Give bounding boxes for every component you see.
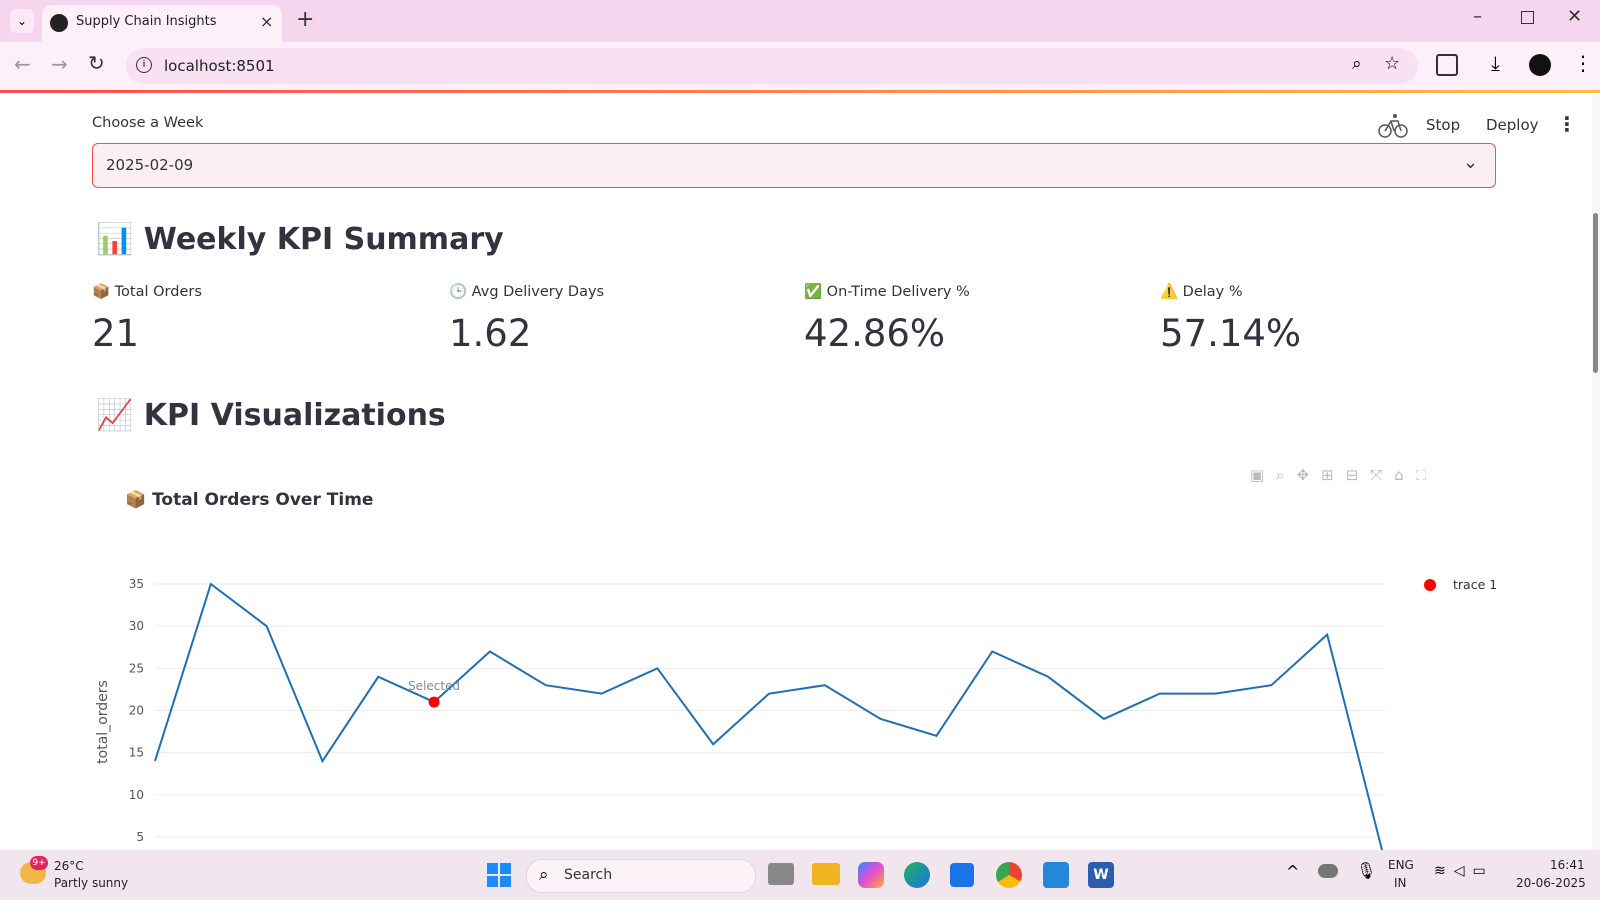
back[interactable]: ← bbox=[14, 52, 31, 76]
windows-logo bbox=[487, 863, 511, 887]
minimize[interactable]: – bbox=[1473, 6, 1482, 27]
clock-time[interactable]: 16:41 bbox=[1550, 858, 1585, 872]
task-view[interactable] bbox=[768, 863, 794, 885]
forward[interactable]: → bbox=[51, 52, 68, 76]
weather-badge: 9+ bbox=[30, 856, 48, 870]
site-info[interactable]: i bbox=[136, 57, 152, 73]
y-tick-label: 30 bbox=[129, 619, 144, 633]
metric-value: 57.14% bbox=[1160, 312, 1302, 355]
tab-title: Supply Chain Insights bbox=[76, 14, 217, 29]
metric-value: 42.86% bbox=[804, 312, 946, 355]
downloads[interactable]: ⤓ bbox=[1491, 51, 1500, 75]
search-text: Search bbox=[564, 867, 613, 883]
clock-date[interactable]: 20-06-2025 bbox=[1516, 876, 1586, 890]
tab-close[interactable]: × bbox=[260, 12, 274, 31]
stop-button[interactable]: Stop bbox=[1426, 116, 1461, 134]
start-button[interactable] bbox=[487, 863, 511, 887]
region[interactable]: IN bbox=[1394, 876, 1407, 890]
select-arrow: ⌄ bbox=[1463, 152, 1479, 173]
scrollbar[interactable] bbox=[1592, 95, 1600, 850]
y-tick-label: 5 bbox=[136, 830, 144, 844]
select-value: 2025-02-09 bbox=[106, 156, 194, 174]
lang[interactable]: ENG bbox=[1388, 858, 1414, 872]
metric-label: 🕒 Avg Delivery Days bbox=[449, 284, 605, 300]
mic[interactable]: 🎙 bbox=[1356, 861, 1377, 880]
plot-modebar[interactable]: ▣⌕✥⊞⊟⤧⌂⛶ bbox=[1250, 466, 1439, 484]
reload[interactable]: ↻ bbox=[88, 51, 105, 75]
line bbox=[154, 582, 1384, 850]
metric-label: 📦 Total Orders bbox=[92, 284, 202, 300]
annotation: Selected bbox=[408, 679, 460, 693]
scroll-thumb[interactable] bbox=[1593, 213, 1598, 373]
metric-value: 21 bbox=[92, 312, 140, 355]
legend-label: trace 1 bbox=[1453, 577, 1497, 592]
new-tab[interactable]: + bbox=[296, 7, 315, 32]
tab[interactable]: Supply Chain Insights × bbox=[42, 5, 282, 42]
viz-heading: 📈 KPI Visualizations bbox=[96, 398, 446, 433]
point bbox=[428, 696, 440, 708]
search-box[interactable]: ⌕ Search bbox=[526, 859, 756, 893]
extensions[interactable] bbox=[1436, 54, 1458, 76]
y-axis-label: total_orders bbox=[95, 680, 111, 764]
tab-favicon bbox=[50, 14, 68, 32]
search-icon: ⌕ bbox=[539, 865, 549, 885]
taskbar: 9+ 26°C Partly sunny ⌕ Search W ^ 🎙 ENG … bbox=[0, 850, 1600, 900]
metric-value: 1.62 bbox=[449, 312, 532, 355]
vscode[interactable] bbox=[1043, 862, 1069, 888]
zoom-icon[interactable]: ⌕ bbox=[1352, 54, 1362, 74]
menu[interactable]: ⋮ bbox=[1573, 51, 1593, 75]
profile[interactable] bbox=[1529, 54, 1551, 76]
metric-label: ⚠️ Delay % bbox=[1160, 284, 1243, 300]
edge[interactable] bbox=[904, 862, 930, 888]
running-icon bbox=[1378, 112, 1408, 138]
weather-text: Partly sunny bbox=[54, 876, 129, 890]
tab-list-button[interactable]: ⌄ bbox=[10, 9, 34, 33]
omnibox[interactable]: i localhost:8501 ⌕ ☆ bbox=[126, 48, 1418, 84]
progress-bar bbox=[0, 90, 1600, 93]
deploy-button[interactable]: Deploy bbox=[1486, 116, 1539, 134]
onedrive[interactable] bbox=[1318, 864, 1338, 878]
restore[interactable] bbox=[1521, 11, 1534, 24]
y-tick-label: 20 bbox=[129, 704, 144, 718]
bookmark[interactable]: ☆ bbox=[1384, 53, 1401, 74]
temperature: 26°C bbox=[54, 859, 84, 873]
week-select[interactable]: 2025-02-09 ⌄ bbox=[92, 143, 1496, 188]
tray-overflow[interactable]: ^ bbox=[1286, 862, 1300, 881]
system-tray[interactable]: ≋◁▭ bbox=[1434, 863, 1494, 879]
copilot[interactable] bbox=[858, 862, 884, 888]
metric-label: ✅ On-Time Delivery % bbox=[804, 284, 970, 300]
legend-marker bbox=[1424, 579, 1436, 591]
y-tick-label: 10 bbox=[129, 788, 144, 802]
y-tick-label: 25 bbox=[129, 661, 144, 675]
app-menu[interactable]: ⋮ bbox=[1557, 112, 1577, 136]
y-tick-label: 15 bbox=[129, 746, 144, 760]
kpi-heading: 📊 Weekly KPI Summary bbox=[96, 222, 504, 257]
word[interactable]: W bbox=[1088, 862, 1114, 888]
bike-icon bbox=[1378, 114, 1408, 138]
chart-title: 📦 Total Orders Over Time bbox=[125, 489, 373, 510]
file-explorer[interactable] bbox=[812, 863, 840, 885]
chrome[interactable] bbox=[996, 862, 1022, 888]
store[interactable] bbox=[950, 863, 974, 887]
close-window[interactable]: ✕ bbox=[1567, 6, 1583, 27]
chart: 📦 Total Orders Over Time total_orders 5 1… bbox=[95, 489, 1497, 850]
tab-strip: ⌄ Supply Chain Insights × + – ✕ bbox=[0, 0, 1600, 42]
y-tick-label: 35 bbox=[129, 577, 144, 591]
select-label: Choose a Week bbox=[92, 115, 204, 131]
toolbar: ← → ↻ i localhost:8501 ⌕ ☆ ⤓ ⋮ bbox=[0, 42, 1600, 91]
url: localhost:8501 bbox=[164, 57, 275, 75]
